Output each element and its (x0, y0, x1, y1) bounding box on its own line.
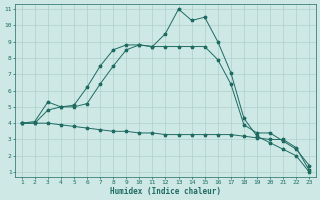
X-axis label: Humidex (Indice chaleur): Humidex (Indice chaleur) (110, 187, 221, 196)
